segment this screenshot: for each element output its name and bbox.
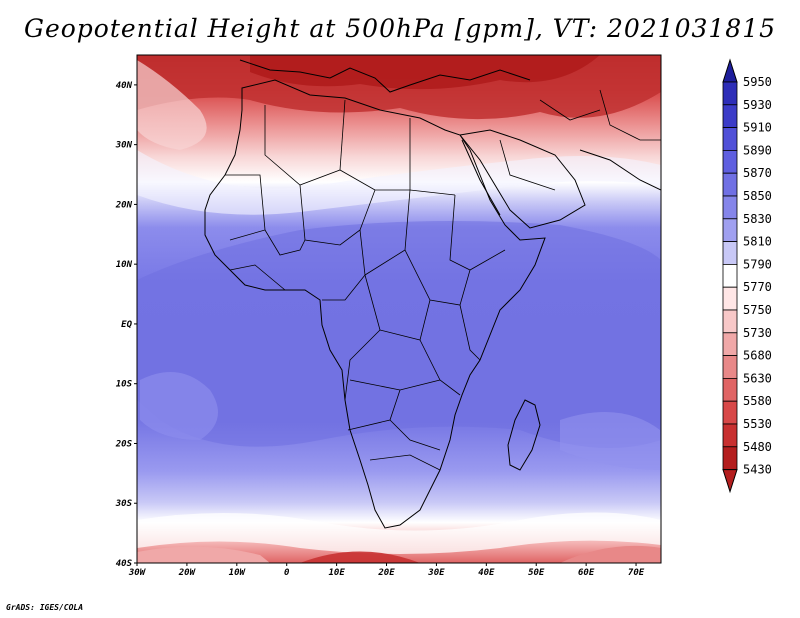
lat-tick-label: 20N [115, 200, 133, 210]
colorbar-swatch [722, 332, 738, 356]
colorbar-swatch [722, 127, 738, 151]
colorbar-swatch [722, 81, 738, 106]
colorbar-bottom-arrow [722, 469, 738, 494]
red-trough-south [300, 551, 420, 563]
colorbar-swatch [722, 263, 738, 288]
pink-trough-se [560, 545, 661, 563]
colorbar-level-label: 5790 [743, 257, 772, 271]
lon-tick-label: 40E [478, 568, 495, 578]
colorbar-swatch [722, 241, 738, 265]
colorbar-level-label: 5480 [743, 440, 772, 454]
coastlines [204, 59, 661, 529]
colorbar-swatch [722, 309, 738, 334]
lon-tick-label: 70E [628, 568, 645, 578]
colorbar-top-arrow [722, 58, 738, 83]
colorbar-level-label: 5630 [743, 371, 772, 385]
country-borders [225, 89, 661, 471]
border-line [459, 304, 481, 361]
colorbar-swatch [722, 104, 738, 129]
lat-tick-label: 10S [116, 380, 133, 390]
grads-credit: GrADS: IGES/COLA [6, 603, 84, 612]
europe-coast [239, 59, 531, 93]
map-panel [137, 55, 661, 563]
lon-tick-label: 50E [528, 568, 545, 578]
lon-tick-label: 10W [229, 568, 247, 578]
colorbar-level-label: 5930 [743, 98, 772, 112]
border-line [364, 274, 431, 341]
longitude-axis: 30W 20W 10W 0 10E 20E 30E 40E 50E 60E 70E [128, 563, 645, 578]
lat-tick-label: 20S [115, 439, 133, 449]
colorbar-level-label: 5870 [743, 166, 772, 180]
colorbar-level-label: 5580 [743, 394, 772, 408]
colorbar-swatch [722, 286, 738, 311]
lat-tick-label: 30N [115, 141, 133, 151]
colorbar-swatch [722, 172, 738, 197]
border-line [344, 329, 381, 401]
border-line [322, 229, 366, 301]
lat-tick-label: 40N [116, 81, 133, 91]
red-core-north [250, 55, 600, 90]
pink-bulge-west [137, 60, 207, 150]
lon-tick-label: 30W [128, 568, 147, 578]
border-line [225, 174, 266, 241]
colorbar-level-label: 5770 [743, 280, 772, 294]
border-line [229, 264, 286, 291]
colorbar-level-label: 5750 [743, 303, 772, 317]
pink-trough-sw [137, 546, 270, 563]
colorbar-swatch [722, 446, 738, 470]
border-line [389, 419, 441, 451]
colorbar-swatch [722, 400, 738, 425]
colorbar: 5950 5930 5910 5890 5870 5850 5830 5810 5790 5770… [722, 58, 772, 494]
white-band [137, 150, 661, 215]
colorbar-level-label: 5680 [743, 349, 772, 363]
colorbar-swatch [722, 195, 738, 220]
lat-tick-label: 40S [116, 559, 133, 569]
colorbar-level-label: 5910 [743, 121, 772, 135]
border-line [339, 99, 346, 171]
map-frame [136, 54, 662, 564]
colorbar-level-label: 5950 [743, 75, 772, 89]
colorbar-level-label: 5810 [743, 235, 772, 249]
lon-tick-label: 20W [178, 568, 197, 578]
lon-tick-label: 0 [284, 568, 290, 578]
africa-coastline [204, 79, 546, 529]
colorbar-swatch [722, 423, 738, 448]
lat-tick-label: EQ [121, 320, 132, 330]
colorbar-level-label: 5430 [743, 463, 772, 477]
lon-tick-label: 30E [427, 568, 445, 578]
red-sea [461, 139, 501, 216]
border-line [599, 89, 661, 141]
light-patch-se [560, 412, 661, 470]
colorbar-level-label: 5730 [743, 326, 772, 340]
colorbar-swatch [722, 355, 738, 379]
colorbar-swatch [722, 377, 738, 402]
chart-title: Geopotential Height at 500hPa [gpm], VT:… [23, 14, 777, 43]
white-band-south [137, 512, 661, 554]
border-line [299, 184, 376, 246]
border-line [539, 99, 601, 121]
colorbar-level-label: 5890 [743, 143, 772, 157]
border-line [264, 229, 306, 256]
arabia-coast [459, 129, 586, 229]
border-line [499, 139, 556, 191]
border-line [404, 249, 471, 306]
latitude-axis: 40N 30N 20N 10N EQ 10S 20S 30S 40S [115, 81, 137, 569]
light-patch-sw [140, 372, 218, 440]
colorbar-swatch [722, 218, 738, 243]
border-line [369, 454, 441, 471]
border-line [449, 194, 506, 271]
colorbar-level-label: 5830 [743, 212, 772, 226]
lon-tick-label: 60E [578, 568, 595, 578]
lat-tick-label: 30S [115, 499, 133, 509]
madagascar-coast [507, 399, 541, 471]
lat-tick-label: 10N [116, 260, 133, 270]
colorbar-level-label: 5850 [743, 189, 772, 203]
lon-tick-label: 20E [377, 568, 395, 578]
lon-tick-label: 10E [328, 568, 345, 578]
asia-coast [579, 149, 661, 191]
colorbar-level-label: 5530 [743, 417, 772, 431]
colorbar-swatch [722, 149, 738, 174]
